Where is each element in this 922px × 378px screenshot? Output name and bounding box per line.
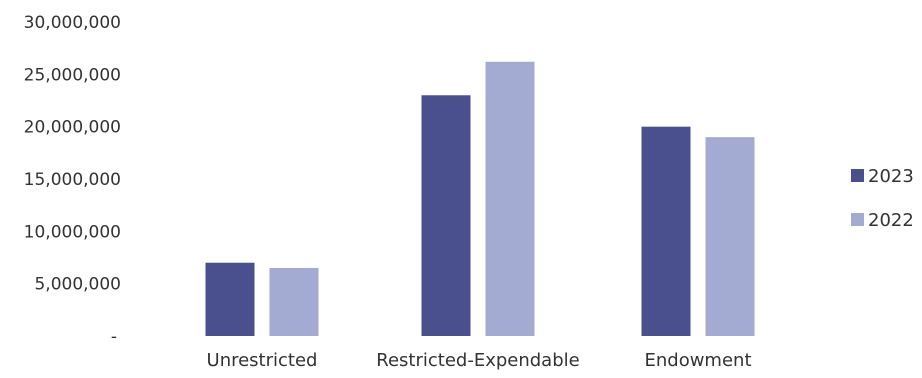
y-tick-label: 30,000,000	[24, 13, 121, 33]
bar-unrestricted-2023	[205, 262, 255, 336]
y-tick-label: 5,000,000	[34, 275, 121, 295]
bar-endowment-2023	[641, 126, 691, 337]
y-axis: - 5,000,000 10,000,000 15,000,000 20,000,000…	[24, 13, 121, 347]
legend-label-2022: 2022	[868, 210, 914, 231]
legend-swatch-2022	[851, 213, 864, 226]
legend-label-2023: 2023	[868, 166, 914, 187]
bar-restricted-expendable-2022	[485, 61, 535, 336]
legend-swatch-2023	[851, 169, 864, 182]
legend: 2023 2022	[851, 166, 914, 231]
bar-restricted-expendable-2023	[421, 95, 471, 337]
x-tick-label: Restricted-Expendable	[376, 350, 579, 371]
x-tick-label: Endowment	[644, 350, 751, 371]
y-tick-label: -	[111, 327, 117, 347]
y-tick-label: 10,000,000	[24, 222, 121, 242]
y-tick-label: 15,000,000	[24, 170, 121, 190]
bar-endowment-2022	[705, 137, 755, 336]
x-tick-label: Unrestricted	[207, 350, 318, 371]
x-axis: Unrestricted Restricted-Expendable Endowme…	[207, 350, 752, 371]
y-tick-label: 20,000,000	[24, 118, 121, 138]
y-tick-label: 25,000,000	[24, 65, 121, 85]
bar-unrestricted-2022	[269, 267, 319, 336]
bar-series-group	[205, 61, 755, 337]
